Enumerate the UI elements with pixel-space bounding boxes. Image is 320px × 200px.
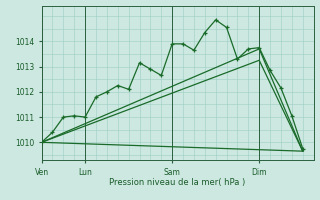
X-axis label: Pression niveau de la mer( hPa ): Pression niveau de la mer( hPa ) [109, 178, 246, 187]
